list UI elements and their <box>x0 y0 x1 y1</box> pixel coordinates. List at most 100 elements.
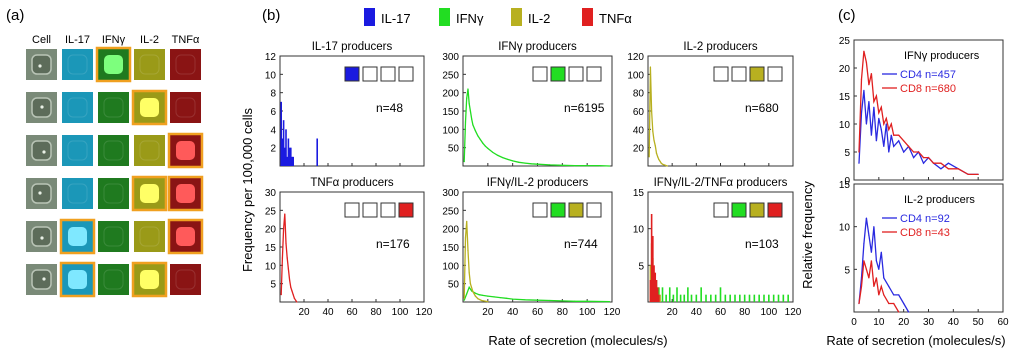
data-point <box>487 147 489 149</box>
marker-squares <box>344 66 414 82</box>
y-tick-label: 5 <box>844 265 850 276</box>
data-point <box>883 277 885 279</box>
bar <box>650 214 653 302</box>
bar <box>768 294 770 302</box>
y-tick-label: 300 <box>442 52 459 63</box>
image-background <box>98 264 129 295</box>
marker-square <box>586 66 602 82</box>
series-line <box>858 90 979 176</box>
x-tick-label: 20 <box>898 317 910 328</box>
y-tick-label: 5 <box>844 148 850 159</box>
data-point <box>471 118 473 120</box>
series-CD4 n=92 <box>858 217 910 313</box>
data-point <box>659 160 661 163</box>
marker-square <box>362 66 378 82</box>
data-point <box>940 162 942 164</box>
bar <box>282 120 285 166</box>
bar <box>316 138 318 166</box>
data-point <box>878 117 880 119</box>
data-point <box>913 157 915 159</box>
cell-fluorescence-image <box>131 89 168 126</box>
y-tick-label: 2 <box>270 144 276 155</box>
data-point <box>863 260 865 262</box>
y-tick-label: 30 <box>265 188 277 199</box>
y-tick-label: 100 <box>442 125 459 136</box>
data-point <box>474 292 477 294</box>
data-point <box>512 160 514 162</box>
data-point <box>947 168 949 170</box>
marker-square <box>362 202 378 218</box>
marker-squares <box>713 66 783 82</box>
data-point <box>464 237 467 239</box>
data-point <box>908 311 910 313</box>
cell-fluorescence-image <box>98 264 129 295</box>
series-IL-2 <box>463 220 489 303</box>
highlight-frame <box>167 175 204 212</box>
image-background <box>62 178 93 209</box>
data-point <box>878 268 880 270</box>
series-legend-label: CD8 n=43 <box>900 227 950 239</box>
data-point <box>898 134 900 136</box>
data-point <box>502 156 504 159</box>
data-point <box>898 311 900 313</box>
chart-6: IFNγ producers 0 5 10 15 20 25 CD4 n=457 CD8 n=6… <box>839 36 1004 187</box>
bar <box>286 156 288 166</box>
data-point <box>648 156 650 158</box>
data-point <box>549 299 551 302</box>
cell-fluorescence-image <box>134 221 165 252</box>
bar <box>739 294 741 302</box>
data-point <box>649 66 652 68</box>
data-point <box>893 134 895 136</box>
marker-squares <box>713 202 783 218</box>
bar <box>763 294 765 302</box>
panel-b-ylabel: Frequency per 100,000 cells <box>240 107 255 272</box>
marker-square <box>731 66 747 82</box>
data-point <box>499 297 501 299</box>
data-point <box>598 165 601 167</box>
data-point <box>858 162 860 164</box>
data-point <box>903 302 905 305</box>
y-tick-label: 8 <box>270 89 276 100</box>
x-tick-label: 40 <box>691 307 703 318</box>
data-point <box>574 300 576 302</box>
marker-square <box>398 66 414 82</box>
marker-square <box>380 66 396 82</box>
data-point <box>479 139 481 141</box>
panel-label-b: (b) <box>262 7 280 24</box>
data-point <box>464 121 467 123</box>
data-point <box>875 260 877 262</box>
panel-c-ylabel: Relative frequency <box>800 181 815 289</box>
data-point <box>917 151 920 153</box>
chart-3: TNFα producers 5 10 15 20 25 30 20 40 60 80 100 120 n… <box>265 177 433 318</box>
bar <box>724 294 727 302</box>
data-point <box>654 145 656 147</box>
x-tick-label: 120 <box>785 307 802 318</box>
data-point <box>657 156 659 158</box>
bar <box>291 156 293 166</box>
charts: IL-17 producers 2 4 6 8 10 12 n=48 IFNγ producer… <box>265 36 1009 328</box>
bar <box>787 294 789 302</box>
y-tick-label: 100 <box>442 261 459 272</box>
column-header-3: IL-2 <box>140 34 159 46</box>
data-point <box>507 158 509 160</box>
microwell-outline <box>67 97 88 118</box>
data-point <box>478 294 480 296</box>
y-tick-label: 50 <box>448 144 460 155</box>
series-TNFα <box>280 213 298 303</box>
marker-square <box>767 202 783 218</box>
microwell-outline <box>175 269 196 290</box>
bar <box>652 236 654 302</box>
data-point <box>898 294 900 296</box>
data-point <box>512 298 514 300</box>
highlight-frame <box>59 218 96 255</box>
chart-7: IL-2 producers 5 10 15 0 10 20 30 40 50 60 CD4 n=92… <box>839 180 1009 328</box>
data-point <box>285 242 287 244</box>
cell-fluorescence-image <box>62 178 93 209</box>
data-point <box>932 162 935 164</box>
data-point <box>652 130 654 132</box>
data-point <box>484 145 486 147</box>
marker-square <box>767 66 783 82</box>
data-point <box>281 257 283 259</box>
image-background <box>170 49 201 80</box>
data-point <box>922 162 925 164</box>
